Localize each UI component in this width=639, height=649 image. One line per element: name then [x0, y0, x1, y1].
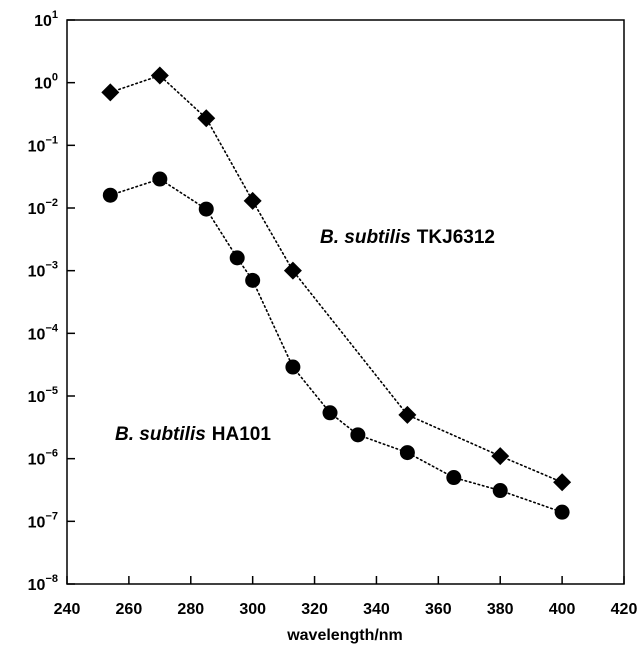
y-tick-label: 10−7 — [28, 510, 58, 531]
y-tick-base: 10 — [28, 514, 46, 531]
y-tick-label: 10−4 — [28, 322, 59, 343]
y-tick-label: 10−6 — [28, 448, 58, 469]
circle-marker — [152, 171, 168, 187]
x-tick-label: 400 — [549, 601, 576, 618]
series-markers — [101, 66, 572, 520]
y-tick-exponent: −1 — [45, 134, 58, 146]
annotation-tkj6312-plain: TKJ6312 — [417, 227, 495, 248]
circle-marker — [285, 359, 301, 375]
y-tick-base: 10 — [28, 577, 46, 594]
x-axis-title: wavelength/nm — [286, 627, 403, 644]
circle-marker — [102, 187, 118, 203]
y-tick-label: 10−3 — [28, 260, 58, 281]
diamond-marker — [491, 447, 510, 466]
y-tick-label: 101 — [34, 9, 58, 30]
y-tick-base: 10 — [28, 389, 46, 406]
y-tick-exponent: −6 — [45, 448, 58, 460]
y-tick-exponent: −5 — [45, 385, 58, 397]
y-tick-base: 10 — [28, 264, 46, 281]
diamond-marker — [553, 473, 572, 492]
y-tick-exponent: −8 — [45, 573, 58, 585]
diamond-marker — [150, 66, 169, 85]
series-line-ha101 — [109, 178, 563, 513]
y-tick-label: 10−8 — [28, 573, 58, 594]
circle-marker — [554, 504, 570, 520]
x-tick-label: 420 — [611, 601, 638, 618]
y-tick-base: 10 — [34, 76, 52, 93]
y-tick-label: 10−2 — [28, 197, 58, 218]
y-tick-base: 10 — [28, 201, 46, 218]
diamond-marker — [283, 261, 302, 280]
annotation-ha101-plain: HA101 — [212, 424, 272, 445]
series-lines — [109, 74, 563, 513]
x-tick-label: 240 — [54, 601, 81, 618]
y-tick-exponent: −4 — [45, 322, 58, 334]
diamond-marker — [197, 109, 216, 128]
y-tick-base: 10 — [28, 452, 46, 469]
x-tick-label: 300 — [239, 601, 266, 618]
circle-marker — [492, 483, 508, 499]
y-tick-exponent: −7 — [45, 510, 58, 522]
circle-marker — [245, 272, 261, 288]
y-tick-exponent: −3 — [45, 260, 58, 272]
y-tick-label: 10−5 — [28, 385, 58, 406]
diamond-marker — [101, 83, 120, 102]
annotation-tkj6312-italic: B. subtilis — [320, 227, 411, 248]
circle-marker — [446, 470, 462, 486]
y-tick-base: 10 — [28, 326, 46, 343]
x-tick-label: 380 — [487, 601, 514, 618]
diamond-marker — [243, 191, 262, 210]
diamond-marker — [398, 405, 417, 424]
y-tick-exponent: −2 — [45, 197, 58, 209]
circle-marker — [350, 427, 366, 443]
x-tick-label: 340 — [363, 601, 390, 618]
y-tick-base: 10 — [28, 138, 46, 155]
x-tick-label: 260 — [116, 601, 143, 618]
y-tick-exponent: 0 — [52, 72, 58, 84]
annotation-tkj6312: B. subtilis TKJ6312 — [320, 227, 495, 248]
annotation-ha101: B. subtilis HA101 — [115, 424, 271, 445]
circle-marker — [322, 405, 338, 421]
annotation-ha101-italic: B. subtilis — [115, 424, 206, 445]
x-tick-label: 280 — [177, 601, 204, 618]
x-axis-ticks: 240 260 280 300 320 340 360 380 400 420 — [54, 576, 638, 618]
plot-frame — [66, 19, 625, 585]
y-tick-base: 10 — [34, 13, 52, 30]
y-tick-exponent: 1 — [52, 9, 58, 21]
x-tick-label: 360 — [425, 601, 452, 618]
x-tick-label: 320 — [301, 601, 328, 618]
y-tick-label: 10−1 — [28, 134, 58, 155]
circle-marker — [229, 250, 245, 266]
circle-marker — [198, 201, 214, 217]
circle-marker — [399, 445, 415, 461]
series-line-tkj6312 — [109, 74, 563, 484]
y-tick-label: 100 — [34, 72, 58, 93]
